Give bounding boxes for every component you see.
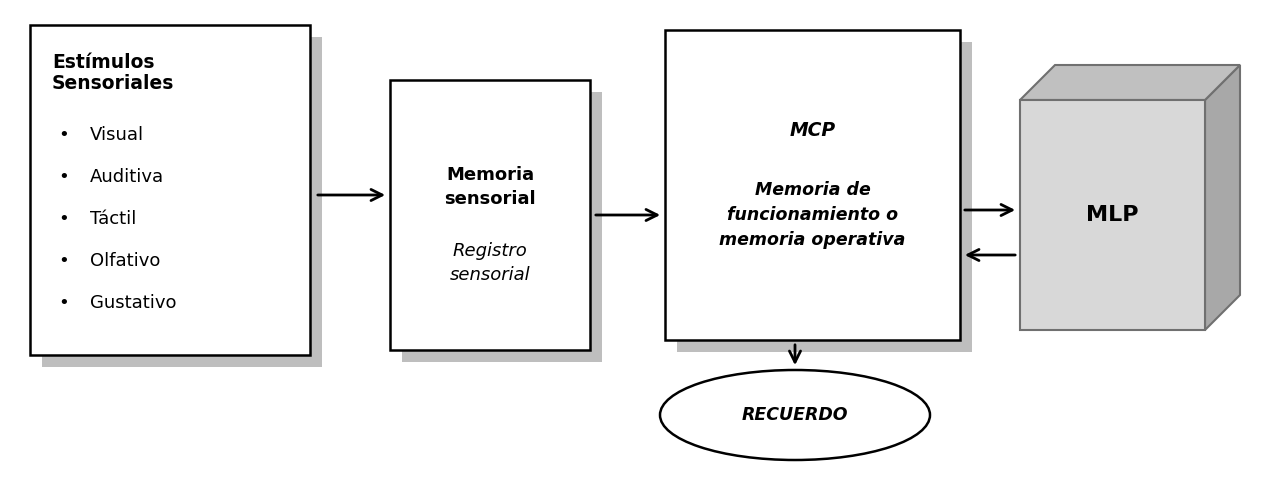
- Bar: [1020, 100, 1205, 330]
- Text: Estímulos
Sensoriales: Estímulos Sensoriales: [51, 53, 175, 93]
- Bar: [677, 42, 971, 352]
- Bar: [402, 92, 601, 362]
- Text: Táctil: Táctil: [90, 210, 136, 228]
- Bar: [391, 80, 590, 350]
- Text: RECUERDO: RECUERDO: [741, 406, 848, 424]
- Text: Gustativo: Gustativo: [90, 294, 176, 312]
- Text: Olfativo: Olfativo: [90, 252, 161, 270]
- Text: Registro
sensorial: Registro sensorial: [450, 242, 531, 284]
- Text: Auditiva: Auditiva: [90, 168, 164, 186]
- Text: •: •: [58, 210, 69, 228]
- Text: •: •: [58, 168, 69, 186]
- Text: MLP: MLP: [1086, 205, 1139, 225]
- Text: •: •: [58, 126, 69, 144]
- Polygon shape: [1205, 65, 1240, 330]
- Ellipse shape: [660, 370, 930, 460]
- Bar: [42, 37, 323, 367]
- Polygon shape: [1020, 65, 1240, 100]
- Text: Memoria de
funcionamiento o
memoria operativa: Memoria de funcionamiento o memoria oper…: [720, 181, 906, 249]
- Bar: [30, 25, 310, 355]
- Bar: [666, 30, 960, 340]
- Text: MCP: MCP: [789, 121, 835, 139]
- Text: Memoria
sensorial: Memoria sensorial: [445, 166, 536, 208]
- Text: •: •: [58, 252, 69, 270]
- Text: Visual: Visual: [90, 126, 144, 144]
- Text: •: •: [58, 294, 69, 312]
